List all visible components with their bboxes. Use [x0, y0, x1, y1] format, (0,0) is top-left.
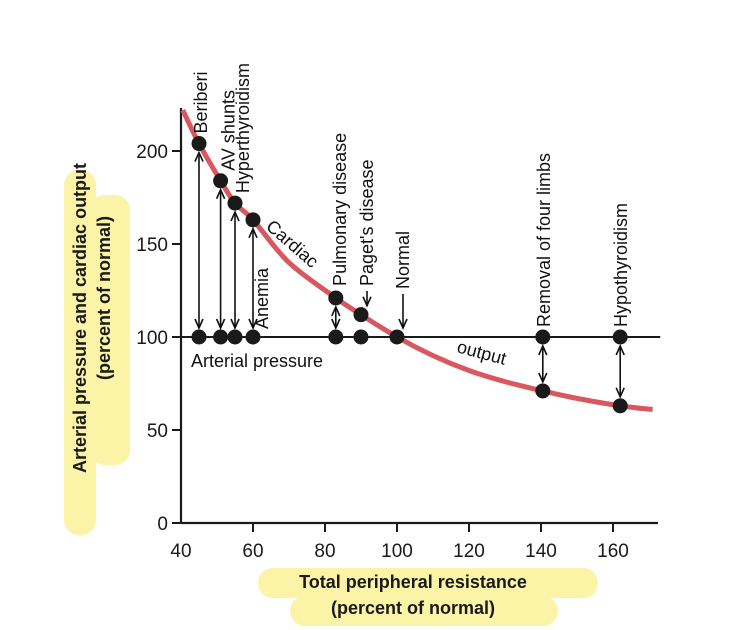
x-tick-label: 140	[525, 541, 557, 562]
x-tick-label: 100	[381, 541, 413, 562]
x-tick-label: 60	[242, 541, 263, 562]
condition-label: Normal	[393, 231, 413, 330]
arrowhead	[331, 304, 341, 317]
condition-label: Pulmonary disease	[330, 133, 350, 286]
arrowhead	[615, 387, 625, 399]
arrowhead	[215, 187, 226, 200]
y-tick-label: 200	[136, 142, 168, 163]
arterial-pressure-point	[245, 329, 261, 345]
y-axis-title: Arterial pressure and cardiac output (pe…	[70, 163, 114, 473]
x-tick-label: 40	[170, 541, 191, 562]
cardiac-output-point	[353, 307, 369, 323]
condition-label-text: Pulmonary disease	[330, 133, 350, 286]
arrowhead	[230, 318, 240, 330]
cardiac-output-point	[535, 383, 551, 399]
highlight-mark	[290, 596, 558, 626]
condition-label: Removal of four limbs	[534, 153, 554, 327]
highlight-mark	[64, 170, 96, 535]
condition-label-text: Hypothyroidism	[611, 203, 631, 327]
condition-label-text: AV shunts	[219, 90, 239, 171]
condition-label: Hyperthyroidism	[233, 63, 253, 193]
condition-label: Hypothyroidism	[611, 203, 631, 327]
condition-label: Paget's disease	[357, 159, 377, 308]
arrowhead	[615, 344, 625, 356]
condition-label-text: Anemia	[252, 267, 272, 329]
x-ticks: 40 60 80 100 120 140 160	[170, 523, 629, 562]
x-axis-title-line-2: (percent of normal)	[331, 598, 495, 618]
arrowhead	[194, 318, 204, 330]
condition-label-text: Removal of four limbs	[534, 153, 554, 327]
arrowhead	[215, 318, 226, 330]
x-tick-label: 80	[314, 541, 335, 562]
cardiac-output-point	[612, 398, 628, 414]
output-label: output	[455, 337, 509, 369]
x-axis-title: Total peripheral resistance (percent of …	[299, 572, 527, 618]
axis-title-highlights	[64, 170, 598, 626]
arrowhead	[194, 150, 204, 162]
condition-label: Anemia	[252, 267, 272, 329]
arterial-pressure-point	[227, 329, 243, 345]
y-axis-title-line-1: Arterial pressure and cardiac output	[70, 163, 90, 473]
condition-label-text: Paget's disease	[357, 159, 377, 286]
arrowhead	[331, 318, 341, 330]
condition-label: AV shunts	[219, 90, 239, 171]
highlight-mark	[90, 195, 130, 465]
y-axis-title-line-2: (percent of normal)	[94, 216, 114, 380]
condition-label-text: Hyperthyroidism	[233, 63, 253, 193]
y-tick-label: 100	[136, 328, 168, 349]
arterial-pressure-point	[213, 329, 229, 345]
arterial-pressure-point	[353, 329, 369, 345]
arrowhead	[398, 318, 408, 330]
condition-label: Beriberi	[191, 72, 211, 134]
cardiac-output-point	[245, 212, 261, 228]
arrowhead	[362, 296, 372, 308]
arterial-pressure-point	[389, 329, 405, 345]
arterial-pressure-point	[535, 329, 551, 345]
arterial-pressure-point	[612, 329, 628, 345]
condition-label-text: Normal	[393, 231, 413, 289]
cardiac-output-point	[227, 195, 243, 211]
x-tick-label: 160	[597, 541, 629, 562]
cardiac-output-point	[191, 136, 207, 152]
condition-label-text: Beriberi	[191, 72, 211, 134]
cardiac-output-curve	[180, 108, 653, 413]
arrowhead	[230, 210, 240, 222]
arterial-pressure-point	[191, 329, 207, 345]
y-tick-label: 150	[136, 235, 168, 256]
cardiac-output-point	[328, 290, 344, 306]
arrowhead	[538, 372, 548, 384]
x-axis-title-line-1: Total peripheral resistance	[299, 572, 527, 592]
y-tick-label: 0	[157, 514, 168, 535]
highlight-mark	[258, 568, 598, 598]
x-tick-label: 120	[453, 541, 485, 562]
y-ticks: 0 50 100 150 200	[136, 142, 181, 535]
arterial-pressure-point	[328, 329, 344, 345]
arrowhead	[248, 318, 258, 330]
cardiac-output-point	[213, 173, 229, 189]
arterial-pressure-label: Arterial pressure	[191, 351, 323, 371]
arrowhead	[248, 226, 258, 239]
y-tick-label: 50	[147, 421, 168, 442]
condition-points	[191, 136, 628, 414]
condition-arrows	[194, 150, 625, 399]
arrowhead	[538, 344, 548, 356]
